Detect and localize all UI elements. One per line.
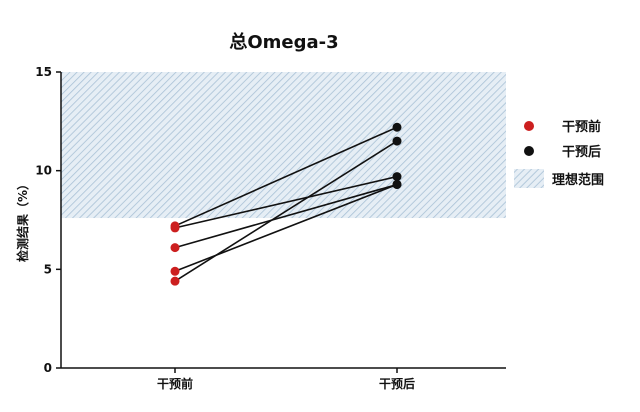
- y-tick-label: 5: [44, 262, 52, 276]
- y-tick-label: 10: [35, 164, 52, 178]
- pair-line: [174, 183, 398, 273]
- point-before: [170, 266, 180, 276]
- pair-line: [174, 175, 398, 229]
- pair-line: [174, 140, 398, 282]
- point-after: [392, 122, 402, 132]
- point-before: [170, 276, 180, 286]
- data-points: [170, 122, 402, 286]
- y-tick-label: 0: [44, 361, 52, 375]
- point-after: [392, 172, 402, 182]
- legend-marker: [524, 146, 534, 156]
- pair-line: [174, 126, 398, 227]
- legend-label: 干预前: [562, 119, 601, 135]
- point-after: [392, 136, 402, 146]
- x-tick-label: 干预后: [379, 376, 415, 391]
- legend-marker: [524, 121, 534, 131]
- ideal-range-band: [61, 72, 506, 219]
- y-ticks: 0 5 10 15: [35, 65, 61, 375]
- paired-lines: [174, 126, 398, 282]
- chart-title: 总Omega-3: [229, 31, 338, 53]
- legend-label: 理想范围: [552, 172, 604, 188]
- y-axis-label: 检测结果（%）: [15, 178, 30, 262]
- point-before: [170, 223, 180, 233]
- point-after: [392, 179, 402, 189]
- x-tick-label: 干预前: [157, 376, 193, 391]
- y-tick-label: 15: [35, 65, 52, 79]
- x-ticks: 干预前 干预后: [157, 368, 415, 391]
- point-before: [170, 243, 180, 253]
- legend-swatch-ideal-range: [514, 169, 544, 188]
- legend-label: 干预后: [562, 144, 601, 160]
- pair-line: [174, 183, 398, 249]
